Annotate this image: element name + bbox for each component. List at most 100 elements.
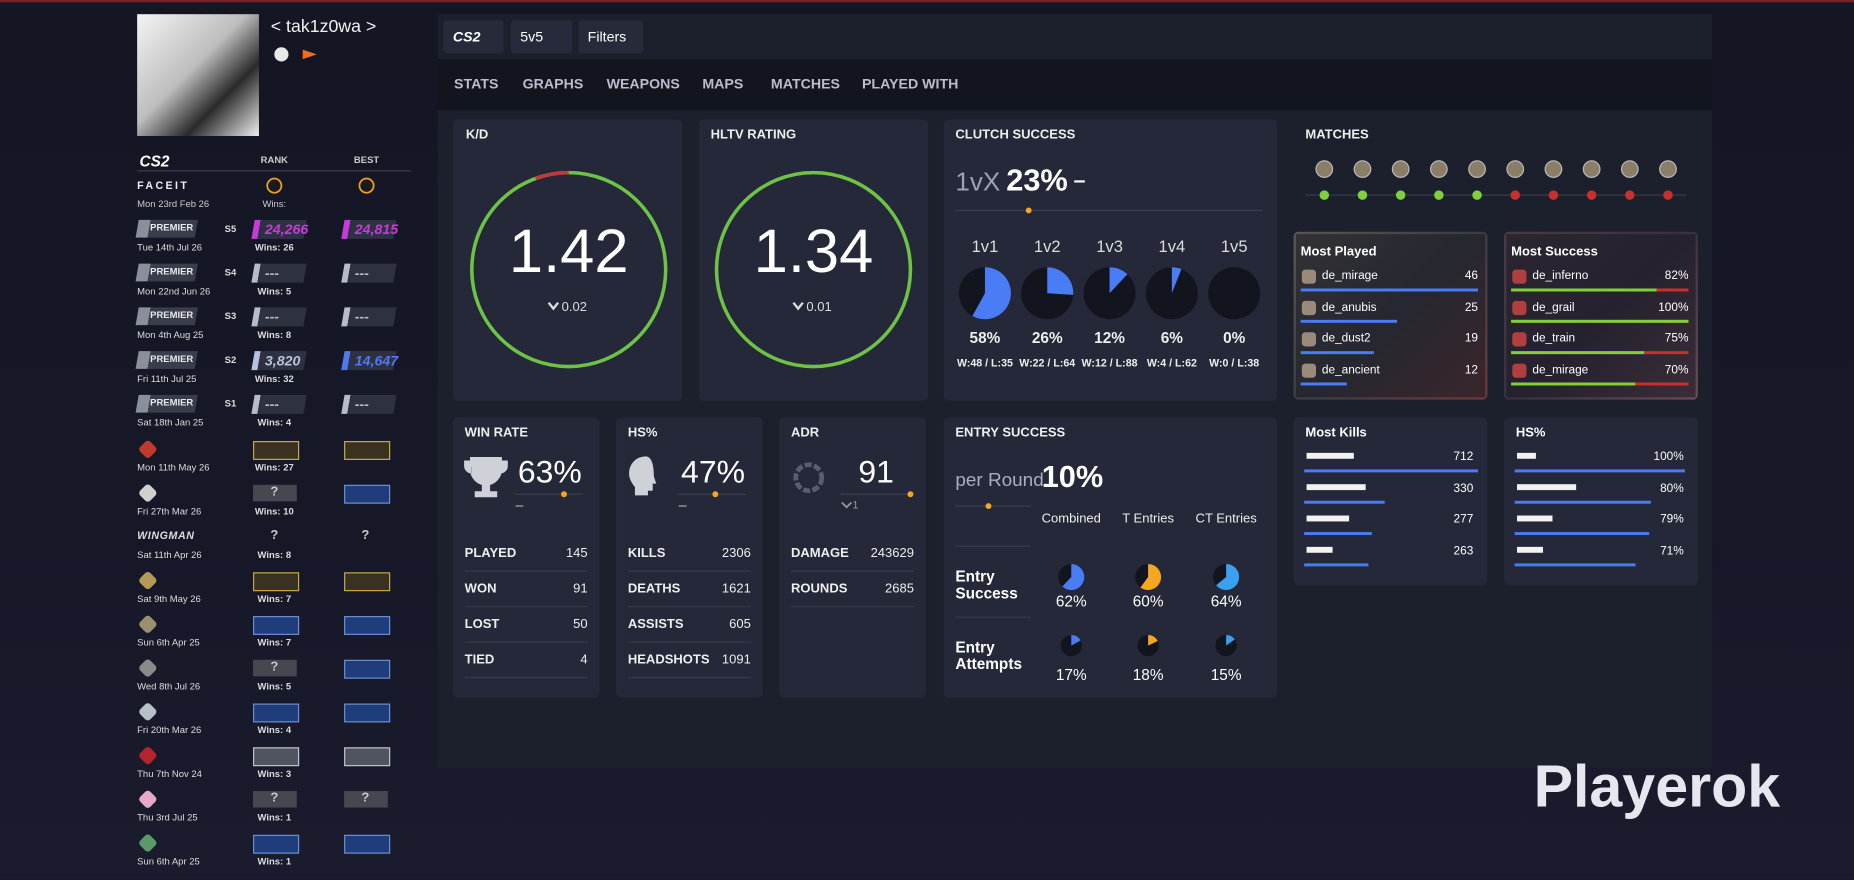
map-name: de_dust2: [1321, 332, 1371, 346]
clutch-record: W:22 / L:64: [1019, 357, 1076, 369]
tab-label[interactable]: Filters: [587, 28, 627, 45]
map-name: de_ancient: [1321, 363, 1380, 377]
date: Fri 27th Mar 26: [137, 506, 202, 517]
trend: –: [678, 496, 687, 514]
rank-box: [253, 791, 297, 808]
wins: Wins: 10: [254, 506, 294, 517]
map-pct: 100%: [1658, 300, 1689, 314]
entry-pct: 18%: [1132, 665, 1164, 684]
date: Mon 23rd Feb 26: [137, 198, 210, 210]
rank-box: [344, 441, 391, 460]
tab-box: [443, 20, 504, 54]
col-header: BEST: [353, 154, 380, 166]
season: S5: [224, 223, 237, 235]
stat-label: LOST: [464, 617, 500, 632]
entry-prefix: per Round: [955, 470, 1044, 491]
date: Sun 6th Apr 25: [137, 637, 200, 648]
nav-item[interactable]: GRAPHS: [522, 75, 584, 93]
date: Tue 14th Jul 26: [137, 242, 203, 254]
avatar: [137, 14, 259, 136]
date: Fri 20th Mar 26: [137, 724, 202, 736]
date: Sun 6th Apr 25: [137, 856, 200, 867]
steam-icon: [274, 47, 289, 62]
rank-box: [344, 703, 391, 723]
rank-box: [253, 834, 300, 854]
map-name: de_mirage: [1532, 363, 1589, 377]
date: Mon 11th May 26: [137, 462, 210, 473]
tab-label[interactable]: 5v5: [520, 28, 544, 45]
stat-label: DEATHS: [627, 581, 681, 596]
clutch-record: W:12 / L:88: [1081, 357, 1138, 369]
wins: Wins: 32: [254, 373, 294, 385]
card-title: WIN RATE: [464, 425, 529, 440]
rank-box: [253, 747, 300, 767]
rank-box: [253, 659, 297, 677]
rank-box: [253, 703, 300, 723]
stat-number: 605: [729, 617, 751, 632]
map-icon: [137, 483, 158, 504]
premier-label: PREMIER: [150, 353, 194, 365]
delta: 0.02: [561, 300, 587, 315]
tab-label[interactable]: CS2: [452, 28, 481, 45]
stat-label: ROUNDS: [791, 581, 848, 596]
nav-item[interactable]: MAPS: [702, 75, 744, 93]
clutch-pct: 26%: [1031, 328, 1063, 347]
stat-number: 1621: [721, 581, 751, 596]
stat-label: HEADSHOTS: [627, 652, 710, 667]
stat-number: 243629: [870, 546, 914, 561]
card-title: CLUTCH SUCCESS: [955, 127, 1076, 142]
wins: Wins: 3: [257, 768, 292, 780]
card-title: Most Success: [1511, 244, 1598, 259]
rank-value: ---: [264, 308, 280, 326]
map-icon: [137, 833, 158, 854]
wins: Wins: 1: [257, 856, 292, 867]
card-title: HLTV RATING: [710, 127, 797, 142]
nav-item[interactable]: WEAPONS: [606, 75, 680, 93]
delta: 0.01: [806, 300, 832, 315]
premier-label: PREMIER: [150, 266, 194, 277]
rank-box: [344, 484, 391, 504]
rank-value: ---: [354, 308, 369, 326]
rank-value: 3,820: [264, 352, 301, 369]
clutch-record: W:4 / L:62: [1146, 357, 1197, 369]
hs-pct: 80%: [1660, 481, 1684, 495]
date: Wed 8th Jul 26: [137, 681, 201, 692]
map-icon: [137, 745, 158, 766]
card-title: ENTRY SUCCESS: [955, 425, 1066, 440]
col-header: RANK: [260, 154, 288, 166]
rank-value: ---: [354, 396, 369, 413]
hs-pct: 79%: [1660, 513, 1684, 527]
delta: 1: [852, 498, 859, 511]
clutch-label: 1v4: [1158, 236, 1186, 256]
nav-item[interactable]: MATCHES: [770, 75, 841, 93]
wins: Wins: 8: [257, 549, 292, 561]
rank-value: ---: [264, 396, 280, 413]
rank-box: [344, 572, 391, 592]
nav-item[interactable]: PLAYED WITH: [861, 75, 959, 93]
wins: Wins:: [262, 198, 287, 210]
card: [1293, 417, 1488, 586]
faceit-logo: FACEIT: [137, 179, 190, 192]
card-title: HS%: [1515, 425, 1546, 440]
map-pct: 75%: [1664, 332, 1689, 346]
map-icon: [137, 439, 158, 460]
clutch-label: 1v1: [971, 236, 999, 256]
date: Thu 7th Nov 24: [137, 768, 202, 780]
faceit-level: [358, 177, 375, 194]
card-title: K/D: [465, 127, 489, 142]
clutch-pct: 12%: [1094, 328, 1125, 347]
map-pct: 82%: [1664, 269, 1689, 283]
wins: Wins: 27: [254, 462, 294, 473]
wins: Wins: 5: [257, 681, 292, 692]
stat-number: 1091: [721, 652, 751, 667]
card: [1504, 417, 1698, 586]
map-icon: [137, 658, 158, 679]
stat-number: 2306: [721, 546, 751, 561]
nav-item[interactable]: STATS: [454, 75, 499, 93]
rank-box: [253, 441, 300, 460]
wins: Wins: 4: [257, 724, 292, 736]
top-stripe: [0, 0, 1854, 3]
season: S4: [224, 267, 237, 278]
